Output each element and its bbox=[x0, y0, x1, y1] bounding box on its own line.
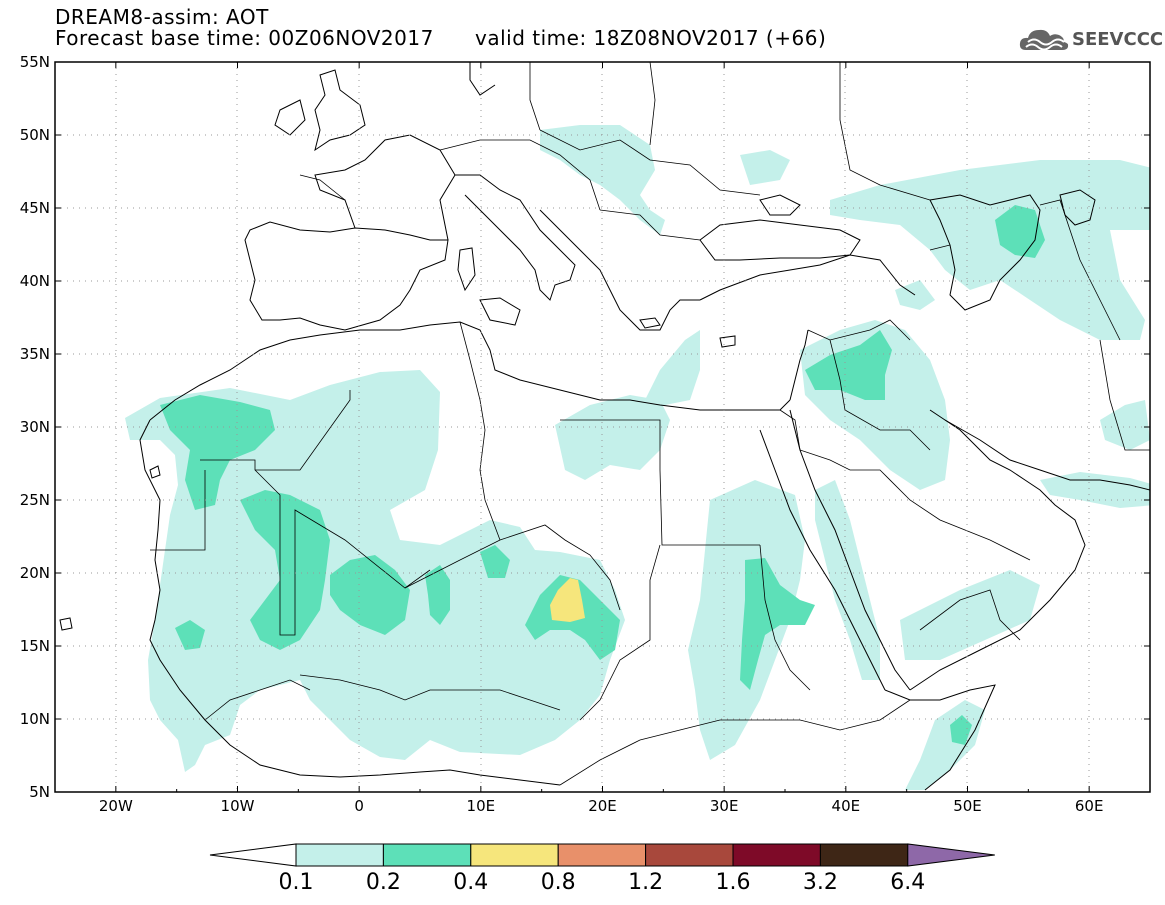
colorbar-box bbox=[732, 843, 821, 867]
aot-region-caspian-core bbox=[995, 205, 1045, 258]
cloud-icon bbox=[1019, 29, 1069, 51]
lat-label: 40N bbox=[20, 272, 50, 290]
aot-region-chad-west bbox=[425, 565, 450, 625]
aot-region-morocco bbox=[160, 395, 275, 510]
colorbar-box bbox=[382, 843, 472, 867]
lat-label: 45N bbox=[20, 199, 50, 217]
aot-region-libya bbox=[555, 395, 670, 480]
colorbar-under-arrow bbox=[209, 843, 297, 867]
aot-field-0.4 bbox=[550, 578, 585, 622]
colorbar-over-arrow bbox=[907, 843, 995, 867]
colorbar-box bbox=[295, 843, 384, 867]
map-area bbox=[55, 62, 1150, 792]
lon-label: 20W bbox=[99, 797, 133, 815]
colorbar-label: 1.2 bbox=[628, 870, 663, 895]
map-grid bbox=[55, 62, 1150, 792]
colorbar-box bbox=[645, 843, 734, 867]
colorbar-label: 0.8 bbox=[541, 870, 576, 895]
valid-time: valid time: 18Z08NOV2017 (+66) bbox=[475, 26, 827, 50]
aot-region-sudan-core bbox=[740, 558, 815, 690]
aot-region-algeria-mali bbox=[240, 490, 330, 650]
lon-label: 40E bbox=[832, 797, 861, 815]
aot-region-east-med bbox=[640, 330, 700, 410]
lon-label: 0 bbox=[354, 797, 364, 815]
lat-label: 55N bbox=[20, 53, 50, 71]
aot-region-balkans bbox=[540, 125, 665, 235]
seevccc-logo: SEEVCCC bbox=[1018, 24, 1163, 54]
country-borders bbox=[150, 62, 1150, 786]
base-time: Forecast base time: 00Z06NOV2017 bbox=[55, 26, 434, 50]
colorbar-box bbox=[819, 843, 909, 867]
aot-region-guinea bbox=[175, 620, 205, 650]
aot-region-chad-north bbox=[480, 545, 510, 578]
lat-label: 20N bbox=[20, 564, 50, 582]
aot-region-central-sahara bbox=[330, 380, 420, 450]
colorbar-box bbox=[557, 843, 647, 867]
aot-region-black-sea bbox=[740, 150, 790, 185]
aot-region-iran bbox=[1100, 400, 1150, 450]
colorbar-label: 0.1 bbox=[279, 870, 314, 895]
lat-label: 15N bbox=[20, 637, 50, 655]
coastlines bbox=[59, 62, 1150, 791]
lon-label: 30E bbox=[710, 797, 739, 815]
colorbar: 0.1 0.2 0.4 0.8 1.2 1.6 3.2 6.4 bbox=[209, 843, 995, 895]
colorbar-box bbox=[470, 843, 559, 867]
aot-field-0.2 bbox=[160, 205, 1045, 745]
lon-label: 50E bbox=[953, 797, 982, 815]
lat-label: 35N bbox=[20, 345, 50, 363]
lon-label: 20E bbox=[588, 797, 617, 815]
logo-text: SEEVCCC bbox=[1072, 28, 1164, 50]
lon-label: 10W bbox=[221, 797, 255, 815]
lon-label: 60E bbox=[1075, 797, 1104, 815]
colorbar-label: 0.4 bbox=[453, 870, 488, 895]
lon-label: 10E bbox=[467, 797, 496, 815]
aot-region-red-sea bbox=[815, 480, 880, 680]
lat-label: 50N bbox=[20, 126, 50, 144]
colorbar-label: 3.2 bbox=[803, 870, 838, 895]
map-title-times: Forecast base time: 00Z06NOV2017 valid t… bbox=[55, 27, 826, 49]
latitude-axis: 55N 50N 45N 40N 35N 30N 25N 20N 15N 10N 5N bbox=[20, 53, 1150, 801]
aot-region-south-arabia bbox=[900, 570, 1040, 660]
lat-label: 5N bbox=[29, 783, 50, 801]
aot-region-caspian bbox=[830, 160, 1150, 340]
aot-region-gulf bbox=[1040, 472, 1150, 508]
colorbar-label: 6.4 bbox=[890, 870, 925, 895]
lat-label: 10N bbox=[20, 710, 50, 728]
aot-region-iraq-core bbox=[805, 330, 892, 400]
colorbar-label: 1.6 bbox=[716, 870, 751, 895]
colorbar-label: 0.2 bbox=[366, 870, 401, 895]
longitude-axis: 20W 10W 0 10E 20E 30E 40E 50E 60E bbox=[54, 62, 1151, 815]
map-title-model: DREAM8-assim: AOT bbox=[55, 5, 269, 29]
lat-label: 25N bbox=[20, 491, 50, 509]
aot-region-niger bbox=[330, 555, 410, 635]
aot-region-chad-max bbox=[550, 578, 585, 622]
lat-label: 30N bbox=[20, 418, 50, 436]
